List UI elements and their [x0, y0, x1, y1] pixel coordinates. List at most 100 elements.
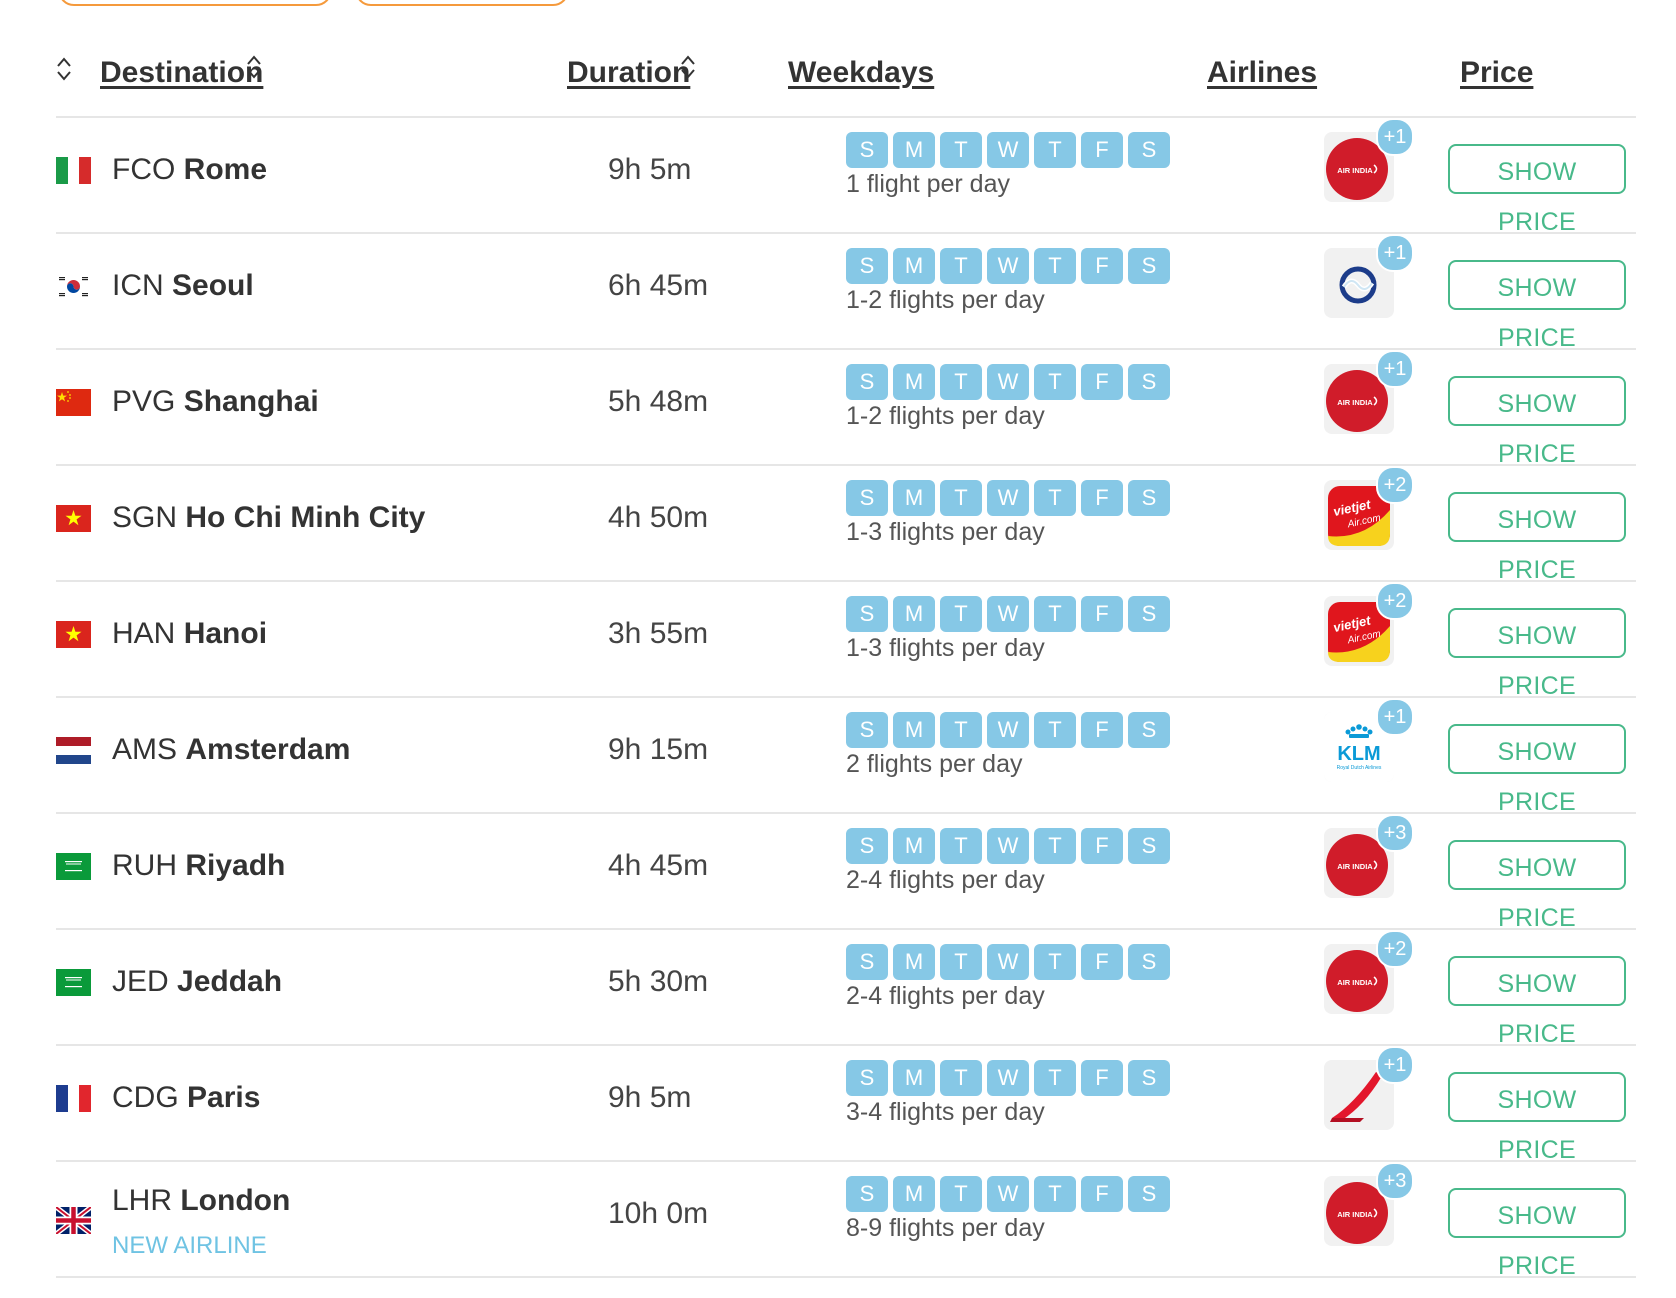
table-row[interactable]: SGN Ho Chi Minh City 4h 50m S M T W T F S 1-3 fli…	[56, 466, 1636, 584]
extra-airlines-badge[interactable]: +2	[1376, 930, 1414, 968]
header-duration[interactable]: Duration	[567, 56, 691, 89]
extra-airlines-badge[interactable]: +3	[1376, 814, 1414, 852]
city-name: London	[180, 1184, 291, 1217]
sort-icon[interactable]	[56, 56, 72, 82]
show-price-button[interactable]: SHOW PRICE	[1448, 1072, 1626, 1164]
weekday-pill: M	[893, 944, 935, 980]
city-name: Riyadh	[185, 849, 286, 882]
destination-cell[interactable]: FCO Rome	[112, 153, 267, 187]
china-flag-icon	[56, 389, 91, 416]
destination-cell[interactable]: CDG Paris	[112, 1081, 260, 1115]
weekday-pill: T	[940, 712, 982, 748]
vietjet-logo-icon[interactable]: vietjet Air.com	[1324, 480, 1394, 550]
show-price-button[interactable]: SHOW PRICE	[1448, 376, 1626, 468]
header-destination[interactable]: Destination	[100, 56, 264, 89]
flight-frequency: 1-2 flights per day	[846, 286, 1045, 314]
weekday-pill: S	[1128, 480, 1170, 516]
show-price-button[interactable]: SHOW PRICE	[1448, 144, 1626, 236]
weekday-pill: M	[893, 828, 935, 864]
duration-value: 10h 0m	[608, 1197, 709, 1230]
table-row[interactable]: AMS Amsterdam 9h 15m S M T W T F S 2 flights per …	[56, 698, 1636, 816]
destination-sort-icon[interactable]	[246, 54, 262, 80]
table-row[interactable]: CDG Paris 9h 5m S M T W T F S 3-4 flights per day…	[56, 1046, 1636, 1164]
uk-flag-icon	[56, 1207, 91, 1234]
show-price-button[interactable]: SHOW PRICE	[1448, 260, 1626, 352]
vietnam-flag-icon	[56, 505, 91, 532]
air-france-logo-icon[interactable]	[1324, 1060, 1394, 1130]
flight-frequency: 1-2 flights per day	[846, 402, 1045, 430]
airport-code: RUH	[112, 849, 177, 882]
extra-airlines-badge[interactable]: +1	[1376, 698, 1414, 736]
duration-value: 9h 15m	[608, 733, 709, 766]
weekday-pill: F	[1081, 828, 1123, 864]
destination-cell[interactable]: HAN Hanoi	[112, 617, 267, 651]
extra-airlines-badge[interactable]: +2	[1376, 582, 1414, 620]
weekday-pill: S	[846, 712, 888, 748]
weekday-pill: S	[1128, 364, 1170, 400]
extra-airlines-badge[interactable]: +2	[1376, 466, 1414, 504]
svg-text:AIR INDIA: AIR INDIA	[1337, 166, 1373, 175]
header-weekdays[interactable]: Weekdays	[788, 56, 935, 89]
destination-cell[interactable]: ICN Seoul	[112, 269, 254, 303]
svg-text:KLM: KLM	[1337, 743, 1380, 765]
weekday-pill: S	[846, 132, 888, 168]
weekday-pill: T	[1034, 828, 1076, 864]
svg-text:AIR INDIA: AIR INDIA	[1337, 398, 1373, 407]
table-row[interactable]: ICN Seoul 6h 45m S M T W T F S 1-2 flights per da…	[56, 234, 1636, 352]
extra-airlines-badge[interactable]: +3	[1376, 1162, 1414, 1200]
destination-cell[interactable]: SGN Ho Chi Minh City	[112, 501, 425, 535]
weekday-pill: S	[846, 364, 888, 400]
weekday-pill: S	[1128, 596, 1170, 632]
destination-cell[interactable]: LHR London	[112, 1184, 290, 1218]
header-airlines[interactable]: Airlines	[1207, 56, 1318, 89]
duration-value: 9h 5m	[608, 153, 692, 186]
weekday-pill: F	[1081, 944, 1123, 980]
weekday-pill: T	[1034, 480, 1076, 516]
weekday-pill: S	[846, 828, 888, 864]
weekday-pill: F	[1081, 596, 1123, 632]
show-price-button[interactable]: SHOW PRICE	[1448, 1188, 1626, 1280]
weekday-pill: F	[1081, 364, 1123, 400]
extra-airlines-badge[interactable]: +1	[1376, 1046, 1414, 1084]
show-price-button[interactable]: SHOW PRICE	[1448, 492, 1626, 584]
svg-text:AIR INDIA: AIR INDIA	[1337, 862, 1373, 871]
flight-frequency: 1 flight per day	[846, 170, 1010, 198]
extra-airlines-badge[interactable]: +1	[1376, 350, 1414, 388]
weekday-pill: W	[987, 132, 1029, 168]
city-name: Jeddah	[177, 965, 283, 998]
weekday-pill: W	[987, 1176, 1029, 1212]
header-price[interactable]: Price	[1460, 56, 1534, 89]
flight-frequency: 2-4 flights per day	[846, 982, 1045, 1010]
air-india-logo-icon[interactable]: AIR INDIA	[1324, 944, 1394, 1014]
destination-cell[interactable]: JED Jeddah	[112, 965, 282, 999]
table-row[interactable]: RUH Riyadh 4h 45m S M T W T F S 2-4 flights per d…	[56, 814, 1636, 932]
destinations-table: Destination Duration Weekdays Airlines P…	[56, 0, 1636, 1280]
klm-logo-icon[interactable]: KLM Royal Dutch Airlines	[1324, 712, 1394, 782]
table-row[interactable]: LHR London NEW AIRLINE 10h 0m S M T W T F S 8-9 fl…	[56, 1162, 1636, 1280]
airport-code: HAN	[112, 617, 176, 650]
table-row[interactable]: PVG Shanghai 5h 48m S M T W T F S 1-2 flights per…	[56, 350, 1636, 468]
show-price-button[interactable]: SHOW PRICE	[1448, 956, 1626, 1048]
table-row[interactable]: JED Jeddah 5h 30m S M T W T F S 2-4 flights per d…	[56, 930, 1636, 1048]
weekday-pill: F	[1081, 248, 1123, 284]
destination-cell[interactable]: PVG Shanghai	[112, 385, 319, 419]
flight-frequency: 8-9 flights per day	[846, 1214, 1045, 1242]
weekday-pill: T	[940, 828, 982, 864]
extra-airlines-badge[interactable]: +1	[1376, 118, 1414, 156]
show-price-button[interactable]: SHOW PRICE	[1448, 724, 1626, 816]
weekday-pill: T	[940, 480, 982, 516]
france-flag-icon	[56, 1085, 91, 1112]
show-price-button[interactable]: SHOW PRICE	[1448, 608, 1626, 700]
weekday-pill: S	[846, 596, 888, 632]
destination-cell[interactable]: RUH Riyadh	[112, 849, 285, 883]
destination-cell[interactable]: AMS Amsterdam	[112, 733, 350, 767]
weekday-pill: W	[987, 480, 1029, 516]
weekday-pill: T	[940, 248, 982, 284]
extra-airlines-badge[interactable]: +1	[1376, 234, 1414, 272]
duration-sort-icon[interactable]	[680, 54, 696, 80]
airport-code: SGN	[112, 501, 178, 534]
city-name: Shanghai	[183, 385, 319, 418]
table-row[interactable]: FCO Rome 9h 5m S M T W T F S 1 flight per day AIR …	[56, 118, 1636, 236]
table-row[interactable]: HAN Hanoi 3h 55m S M T W T F S 1-3 flights per da…	[56, 582, 1636, 700]
show-price-button[interactable]: SHOW PRICE	[1448, 840, 1626, 932]
